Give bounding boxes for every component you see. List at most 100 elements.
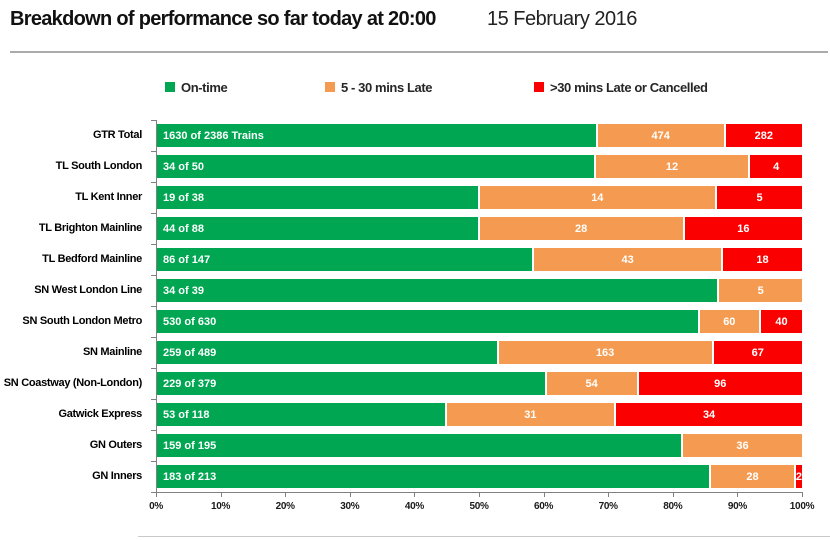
header-divider — [10, 51, 828, 53]
bar-segment-very-late: 16 — [684, 217, 802, 240]
bar-segment-on-time: 183 of 213 — [157, 465, 712, 488]
bar-segment-on-time: 34 of 50 — [157, 155, 596, 178]
legend-item-verylate: >30 mins Late or Cancelled — [534, 79, 708, 95]
bar-segment-on-time: 44 of 88 — [157, 217, 480, 240]
legend-swatch-verylate-icon — [534, 82, 544, 92]
x-axis-tick-label: 80% — [663, 501, 683, 512]
report-date: 15 February 2016 — [487, 8, 637, 30]
bar-row: 19 of 38 14 5 — [157, 182, 802, 213]
x-axis-tick — [156, 492, 157, 497]
legend-swatch-late-icon — [325, 82, 335, 92]
legend-swatch-ontime-icon — [165, 82, 175, 92]
bar-segment-late: 31 — [446, 403, 617, 426]
y-axis-tick — [151, 120, 156, 121]
bar-segment-late: 60 — [699, 310, 762, 333]
x-axis-tick-label: 50% — [469, 501, 489, 512]
legend-item-late: 5 - 30 mins Late — [325, 79, 433, 95]
bar-segment-very-late: 96 — [638, 372, 802, 395]
bar-row: 530 of 630 60 40 — [157, 306, 802, 337]
y-axis-line — [156, 120, 157, 492]
x-axis-tick-label: 60% — [534, 501, 554, 512]
category-label: GN Inners — [92, 470, 142, 482]
category-label: SN Coastway (Non-London) — [3, 377, 143, 389]
plot-area: 1630 of 2386 Trains 474 282 34 of 50 12 4 19 o… — [157, 120, 802, 492]
bar-segment-very-late: 5 — [717, 186, 802, 209]
x-axis-tick-label: 40% — [404, 501, 424, 512]
x-axis-tick-label: 30% — [340, 501, 360, 512]
bar-row: 34 of 50 12 4 — [157, 151, 802, 182]
y-axis-tick — [151, 151, 156, 152]
bar-segment-late: 474 — [597, 124, 726, 147]
category-label: SN West London Line — [34, 284, 142, 296]
y-axis-tick — [151, 244, 156, 245]
bar-segment-very-late: 4 — [750, 155, 802, 178]
bar-segment-late: 12 — [595, 155, 751, 178]
x-axis-tick — [543, 492, 545, 497]
category-label: Gatwick Express — [58, 408, 142, 420]
x-axis-tick — [349, 492, 351, 497]
bar-segment-on-time: 229 of 379 — [157, 372, 547, 395]
category-label: SN South London Metro — [22, 315, 142, 327]
bar-row: 159 of 195 36 — [157, 430, 802, 461]
bar-segment-very-late: 18 — [723, 248, 802, 271]
bar-segment-late: 28 — [711, 465, 796, 488]
y-axis-tick — [151, 306, 156, 307]
y-axis-tick — [151, 213, 156, 214]
legend-label-late: 5 - 30 mins Late — [341, 79, 433, 95]
category-label: TL South London — [55, 160, 143, 172]
x-axis-tick — [802, 492, 803, 497]
y-axis-tick — [151, 337, 156, 338]
x-axis-tick — [672, 492, 674, 497]
bar-segment-very-late: 34 — [616, 403, 802, 426]
y-axis-tick — [151, 399, 156, 400]
bar-segment-on-time: 259 of 489 — [157, 341, 499, 364]
bar-segment-late: 163 — [498, 341, 714, 364]
x-axis-tick — [285, 492, 287, 497]
bar-segment-very-late: 40 — [761, 310, 802, 333]
page-title: Breakdown of performance so far today at… — [10, 8, 436, 30]
bar-segment-on-time: 53 of 118 — [157, 403, 447, 426]
bar-segment-very-late: 67 — [713, 341, 802, 364]
y-axis-tick — [151, 368, 156, 369]
category-label: GTR Total — [92, 129, 142, 141]
x-axis-tick — [608, 492, 610, 497]
bar-segment-late: 5 — [719, 279, 802, 302]
x-axis-tick — [737, 492, 739, 497]
x-axis-tick-label: 10% — [211, 501, 231, 512]
bar-segment-very-late: 2 — [796, 465, 802, 488]
x-axis-tick — [414, 492, 416, 497]
bar-segment-late: 36 — [682, 434, 802, 457]
bar-segment-very-late: 282 — [725, 124, 802, 147]
bar-row: 229 of 379 54 96 — [157, 368, 802, 399]
bar-segment-on-time: 86 of 147 — [157, 248, 535, 271]
bar-segment-on-time: 19 of 38 — [157, 186, 480, 209]
category-label: GN Outers — [89, 439, 143, 451]
bar-row: 86 of 147 43 18 — [157, 244, 802, 275]
x-axis-tick-label: 20% — [275, 501, 295, 512]
bar-segment-late: 54 — [546, 372, 639, 395]
legend-label-verylate: >30 mins Late or Cancelled — [550, 79, 708, 95]
y-axis-tick — [151, 461, 156, 462]
category-labels: GTR Total TL South London TL Kent Inner TL … — [0, 120, 149, 492]
x-axis-tick-label: 100% — [789, 501, 815, 512]
bar-segment-on-time: 159 of 195 — [157, 434, 683, 457]
bar-segment-late: 28 — [479, 217, 685, 240]
category-label: TL Brighton Mainline — [38, 222, 142, 234]
bar-segment-late: 43 — [534, 248, 724, 271]
bar-segment-on-time: 530 of 630 — [157, 310, 700, 333]
bar-row: 183 of 213 28 2 — [157, 461, 802, 492]
y-axis-tick — [151, 492, 156, 493]
y-axis-tick — [151, 182, 156, 183]
legend-label-ontime: On-time — [181, 79, 228, 95]
category-label: TL Kent Inner — [75, 191, 142, 203]
y-axis-tick — [151, 275, 156, 276]
footer-divider — [138, 536, 830, 537]
bar-row: 259 of 489 163 67 — [157, 337, 802, 368]
x-axis-tick — [479, 492, 480, 497]
x-axis-tick-label: 90% — [727, 501, 747, 512]
bar-segment-on-time: 1630 of 2386 Trains — [157, 124, 598, 147]
x-axis-tick — [220, 492, 222, 497]
legend-item-ontime: On-time — [165, 79, 228, 95]
category-label: TL Bedford Mainline — [42, 253, 142, 265]
